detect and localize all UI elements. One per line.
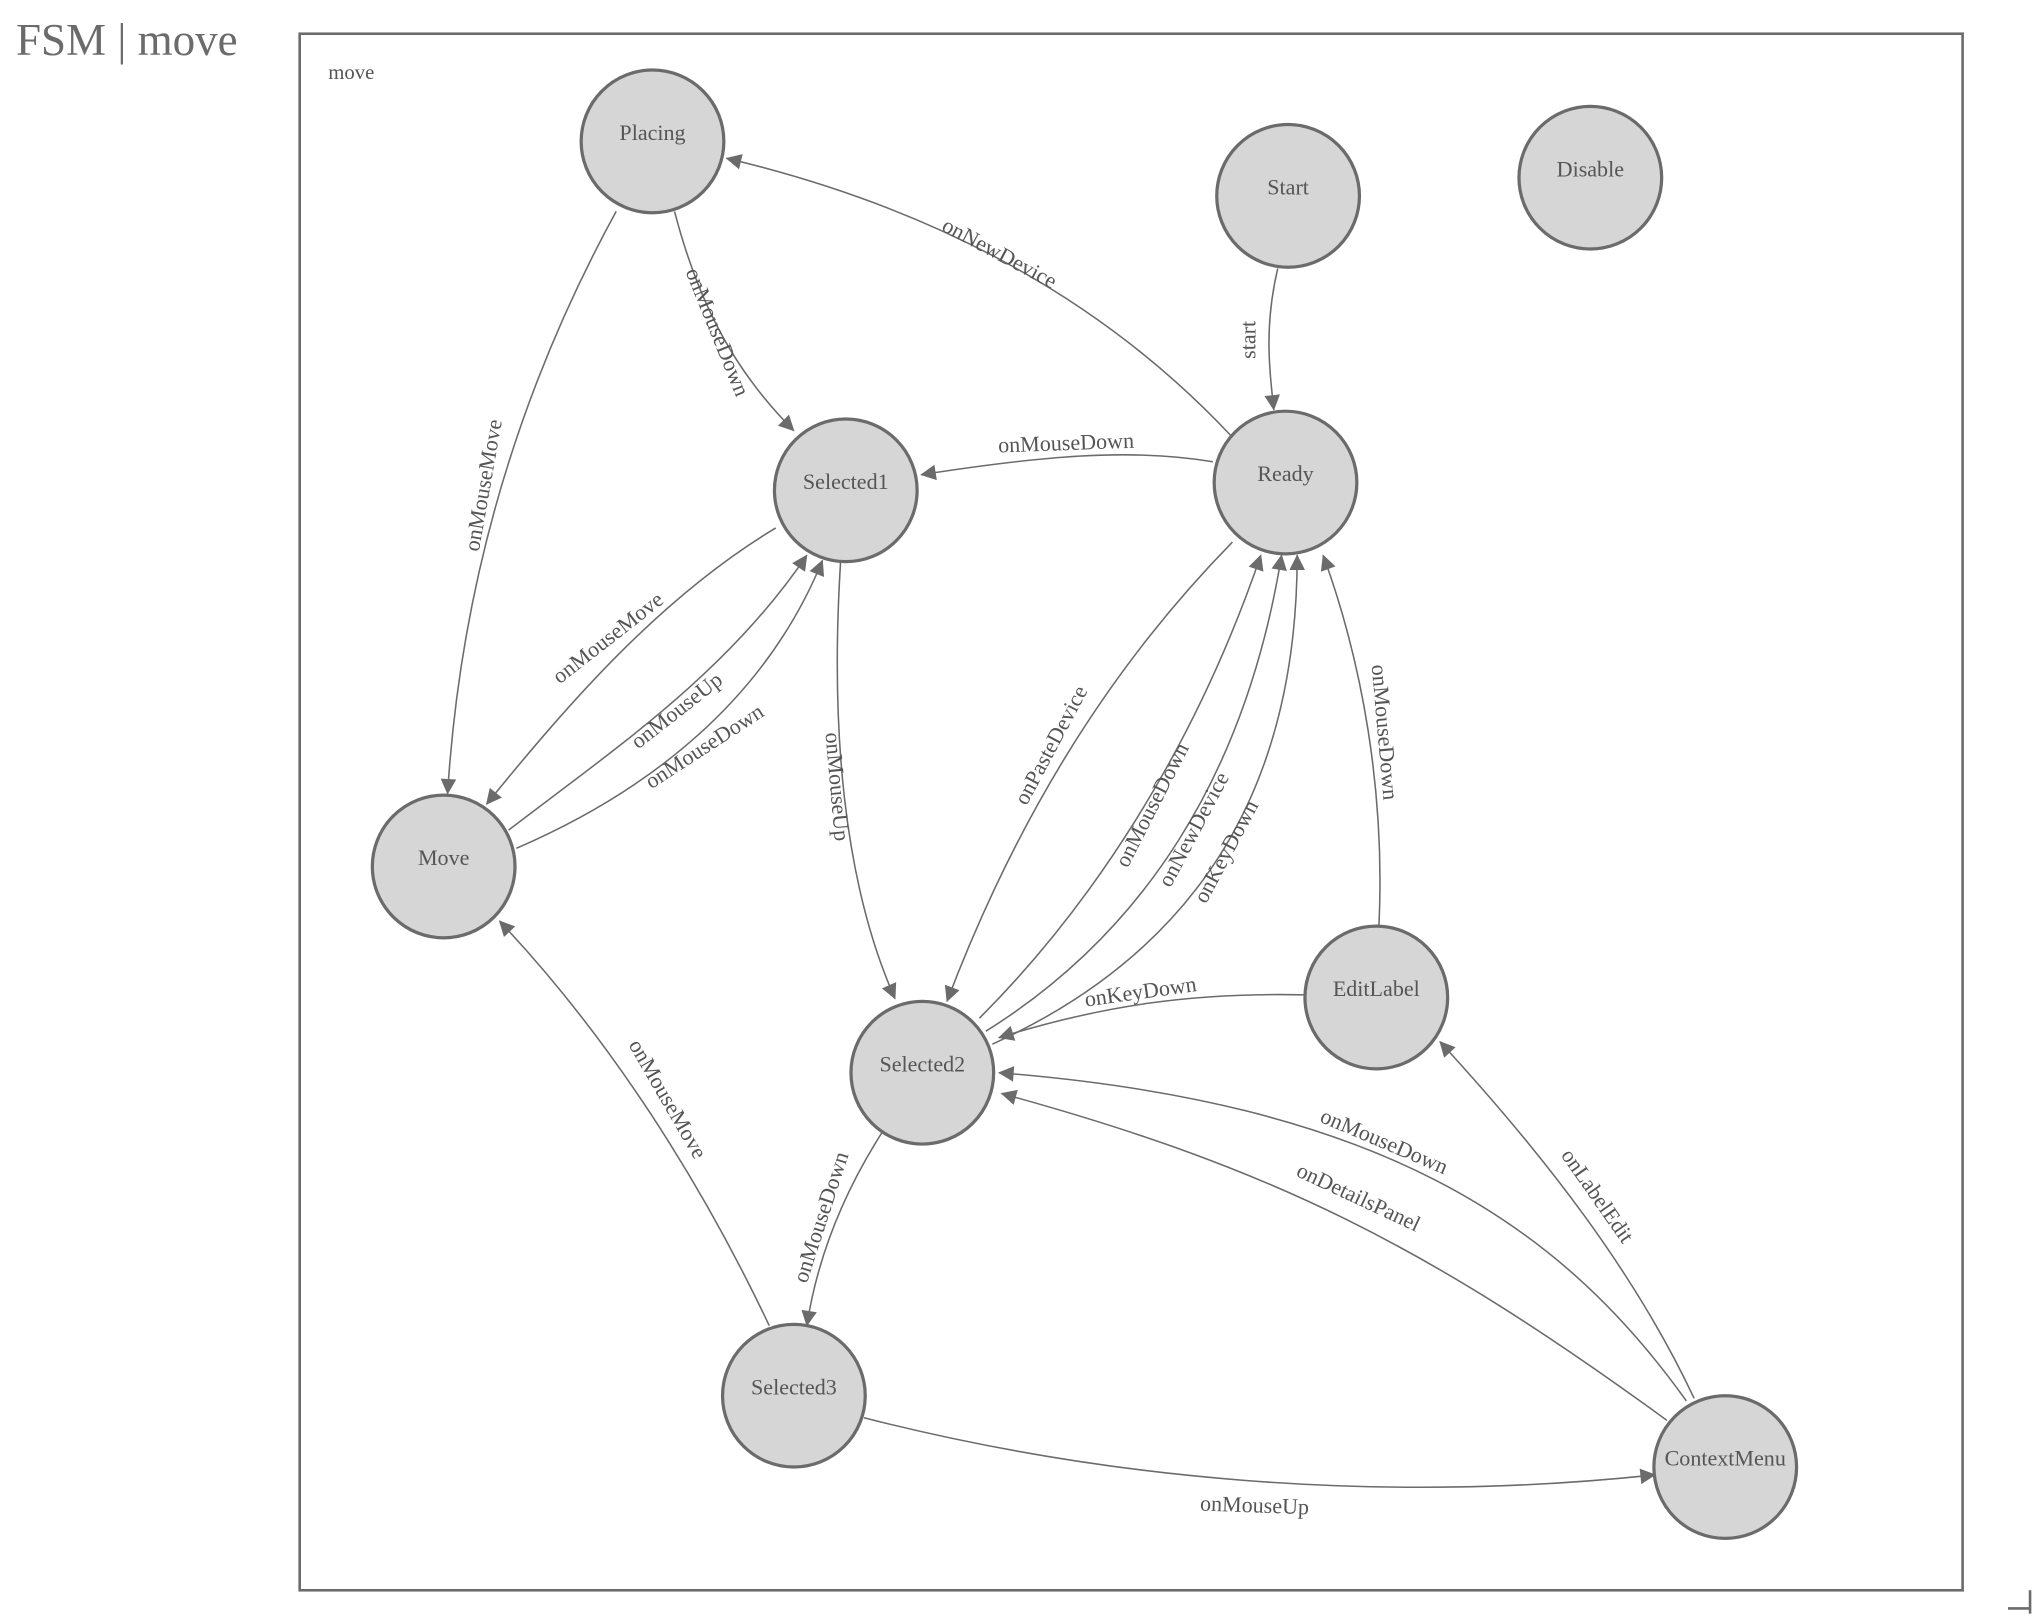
edge-label: onMouseMove	[624, 1035, 713, 1163]
state-circle[interactable]	[1215, 122, 1362, 269]
state-selected3[interactable]: Selected3	[720, 1322, 867, 1469]
state-label: ContextMenu	[1665, 1446, 1786, 1471]
state-circle[interactable]	[720, 1322, 867, 1469]
edge-editlabel-to-ready: onMouseDown	[1320, 554, 1404, 927]
state-disable[interactable]: Disable	[1517, 104, 1664, 251]
edge-arrow	[985, 554, 1287, 1032]
edge-label: onMouseDown	[1317, 1103, 1452, 1179]
edge-arrow	[1000, 1089, 1668, 1421]
state-label: Move	[418, 845, 470, 870]
edge-label: onMouseDown	[998, 428, 1135, 458]
page-title: FSM | move	[16, 15, 238, 65]
state-contextmenu[interactable]: ContextMenu	[1652, 1394, 1799, 1541]
edge-label: onMouseMove	[547, 586, 668, 688]
edge-arrow	[998, 993, 1305, 1041]
edge-selected1-to-move: onMouseMove	[485, 527, 777, 805]
edge-arrow	[863, 1417, 1656, 1489]
edge-placing-to-move: onMouseMove	[440, 211, 617, 795]
edge-arrow	[516, 559, 825, 850]
state-label: Disable	[1557, 156, 1625, 181]
edge-label: onKeyDown	[1083, 971, 1198, 1011]
edge-arrow	[801, 1131, 883, 1327]
edge-arrow	[1320, 554, 1381, 927]
edge-selected3-to-contextmenu: onMouseUp	[863, 1417, 1656, 1520]
edge-selected2-to-selected3: onMouseDown	[788, 1131, 883, 1327]
state-circle[interactable]	[1303, 924, 1450, 1071]
edge-arrow	[485, 527, 777, 805]
state-selected2[interactable]: Selected2	[849, 999, 996, 1146]
state-circle[interactable]	[1212, 409, 1359, 556]
edge-label: start	[1236, 321, 1261, 359]
state-label: Placing	[619, 120, 685, 145]
edge-arrow	[673, 211, 795, 432]
state-circle[interactable]	[370, 793, 517, 940]
edge-label: onNewDevice	[938, 212, 1061, 293]
state-move[interactable]: Move	[370, 793, 517, 940]
edge-label: onMouseDown	[1367, 663, 1404, 801]
edge-arrow	[998, 1066, 1687, 1402]
edge-arrow	[725, 154, 1233, 438]
edge-placing-to-selected1: onMouseDown	[673, 211, 795, 432]
state-circle[interactable]	[1652, 1394, 1799, 1541]
edge-arrow	[508, 554, 808, 831]
state-label: Ready	[1257, 461, 1313, 486]
state-label: EditLabel	[1333, 976, 1420, 1001]
edge-label: onDetailsPanel	[1293, 1157, 1425, 1236]
edge-selected3-to-move: onMouseMove	[498, 920, 770, 1326]
edge-arrow	[944, 541, 1233, 1003]
edge-contextmenu-to-selected2: onMouseDown	[998, 1066, 1687, 1402]
state-start[interactable]: Start	[1215, 122, 1362, 269]
edge-label: onMouseUp	[1200, 1491, 1310, 1520]
edge-contextmenu-to-selected2: onDetailsPanel	[1000, 1089, 1668, 1421]
edge-arrow	[978, 554, 1264, 1019]
state-editlabel[interactable]: EditLabel	[1303, 924, 1450, 1071]
state-label: Selected1	[803, 469, 889, 494]
edge-arrow	[992, 554, 1305, 1045]
edge-arrow	[440, 211, 617, 795]
edge-editlabel-to-selected2: onKeyDown	[998, 971, 1305, 1041]
resize-handle[interactable]	[2008, 1590, 2032, 1614]
edge-arrow	[1439, 1041, 1695, 1399]
edge-ready-to-selected1: onMouseDown	[920, 428, 1213, 481]
edge-arrow	[836, 561, 897, 1000]
state-label: Start	[1267, 174, 1309, 199]
fsm-name: move	[328, 62, 374, 84]
state-label: Selected3	[751, 1374, 837, 1399]
state-circle[interactable]	[1517, 104, 1664, 251]
edge-arrow	[1264, 268, 1280, 411]
edge-arrow	[498, 920, 770, 1326]
edge-ready-to-placing: onNewDevice	[725, 154, 1233, 438]
state-placing[interactable]: Placing	[579, 68, 726, 215]
fsm-frame	[298, 32, 1964, 1592]
edge-label: onPasteDevice	[1009, 681, 1093, 809]
edge-label: onMouseDown	[681, 264, 755, 399]
edge-selected1-to-selected2: onMouseUp	[820, 561, 897, 1000]
edge-contextmenu-to-editlabel: onLabelEdit	[1439, 1041, 1695, 1399]
edge-start-to-ready: start	[1236, 268, 1280, 411]
edge-label: onMouseUp	[820, 731, 854, 842]
state-selected1[interactable]: Selected1	[772, 417, 919, 564]
state-circle[interactable]	[772, 417, 919, 564]
state-ready[interactable]: Ready	[1212, 409, 1359, 556]
edge-label: onMouseMove	[459, 417, 507, 553]
edge-ready-to-selected2: onPasteDevice	[944, 541, 1233, 1003]
state-circle[interactable]	[849, 999, 996, 1146]
edge-arrow	[920, 453, 1213, 481]
state-circle[interactable]	[579, 68, 726, 215]
state-label: Selected2	[879, 1051, 965, 1076]
